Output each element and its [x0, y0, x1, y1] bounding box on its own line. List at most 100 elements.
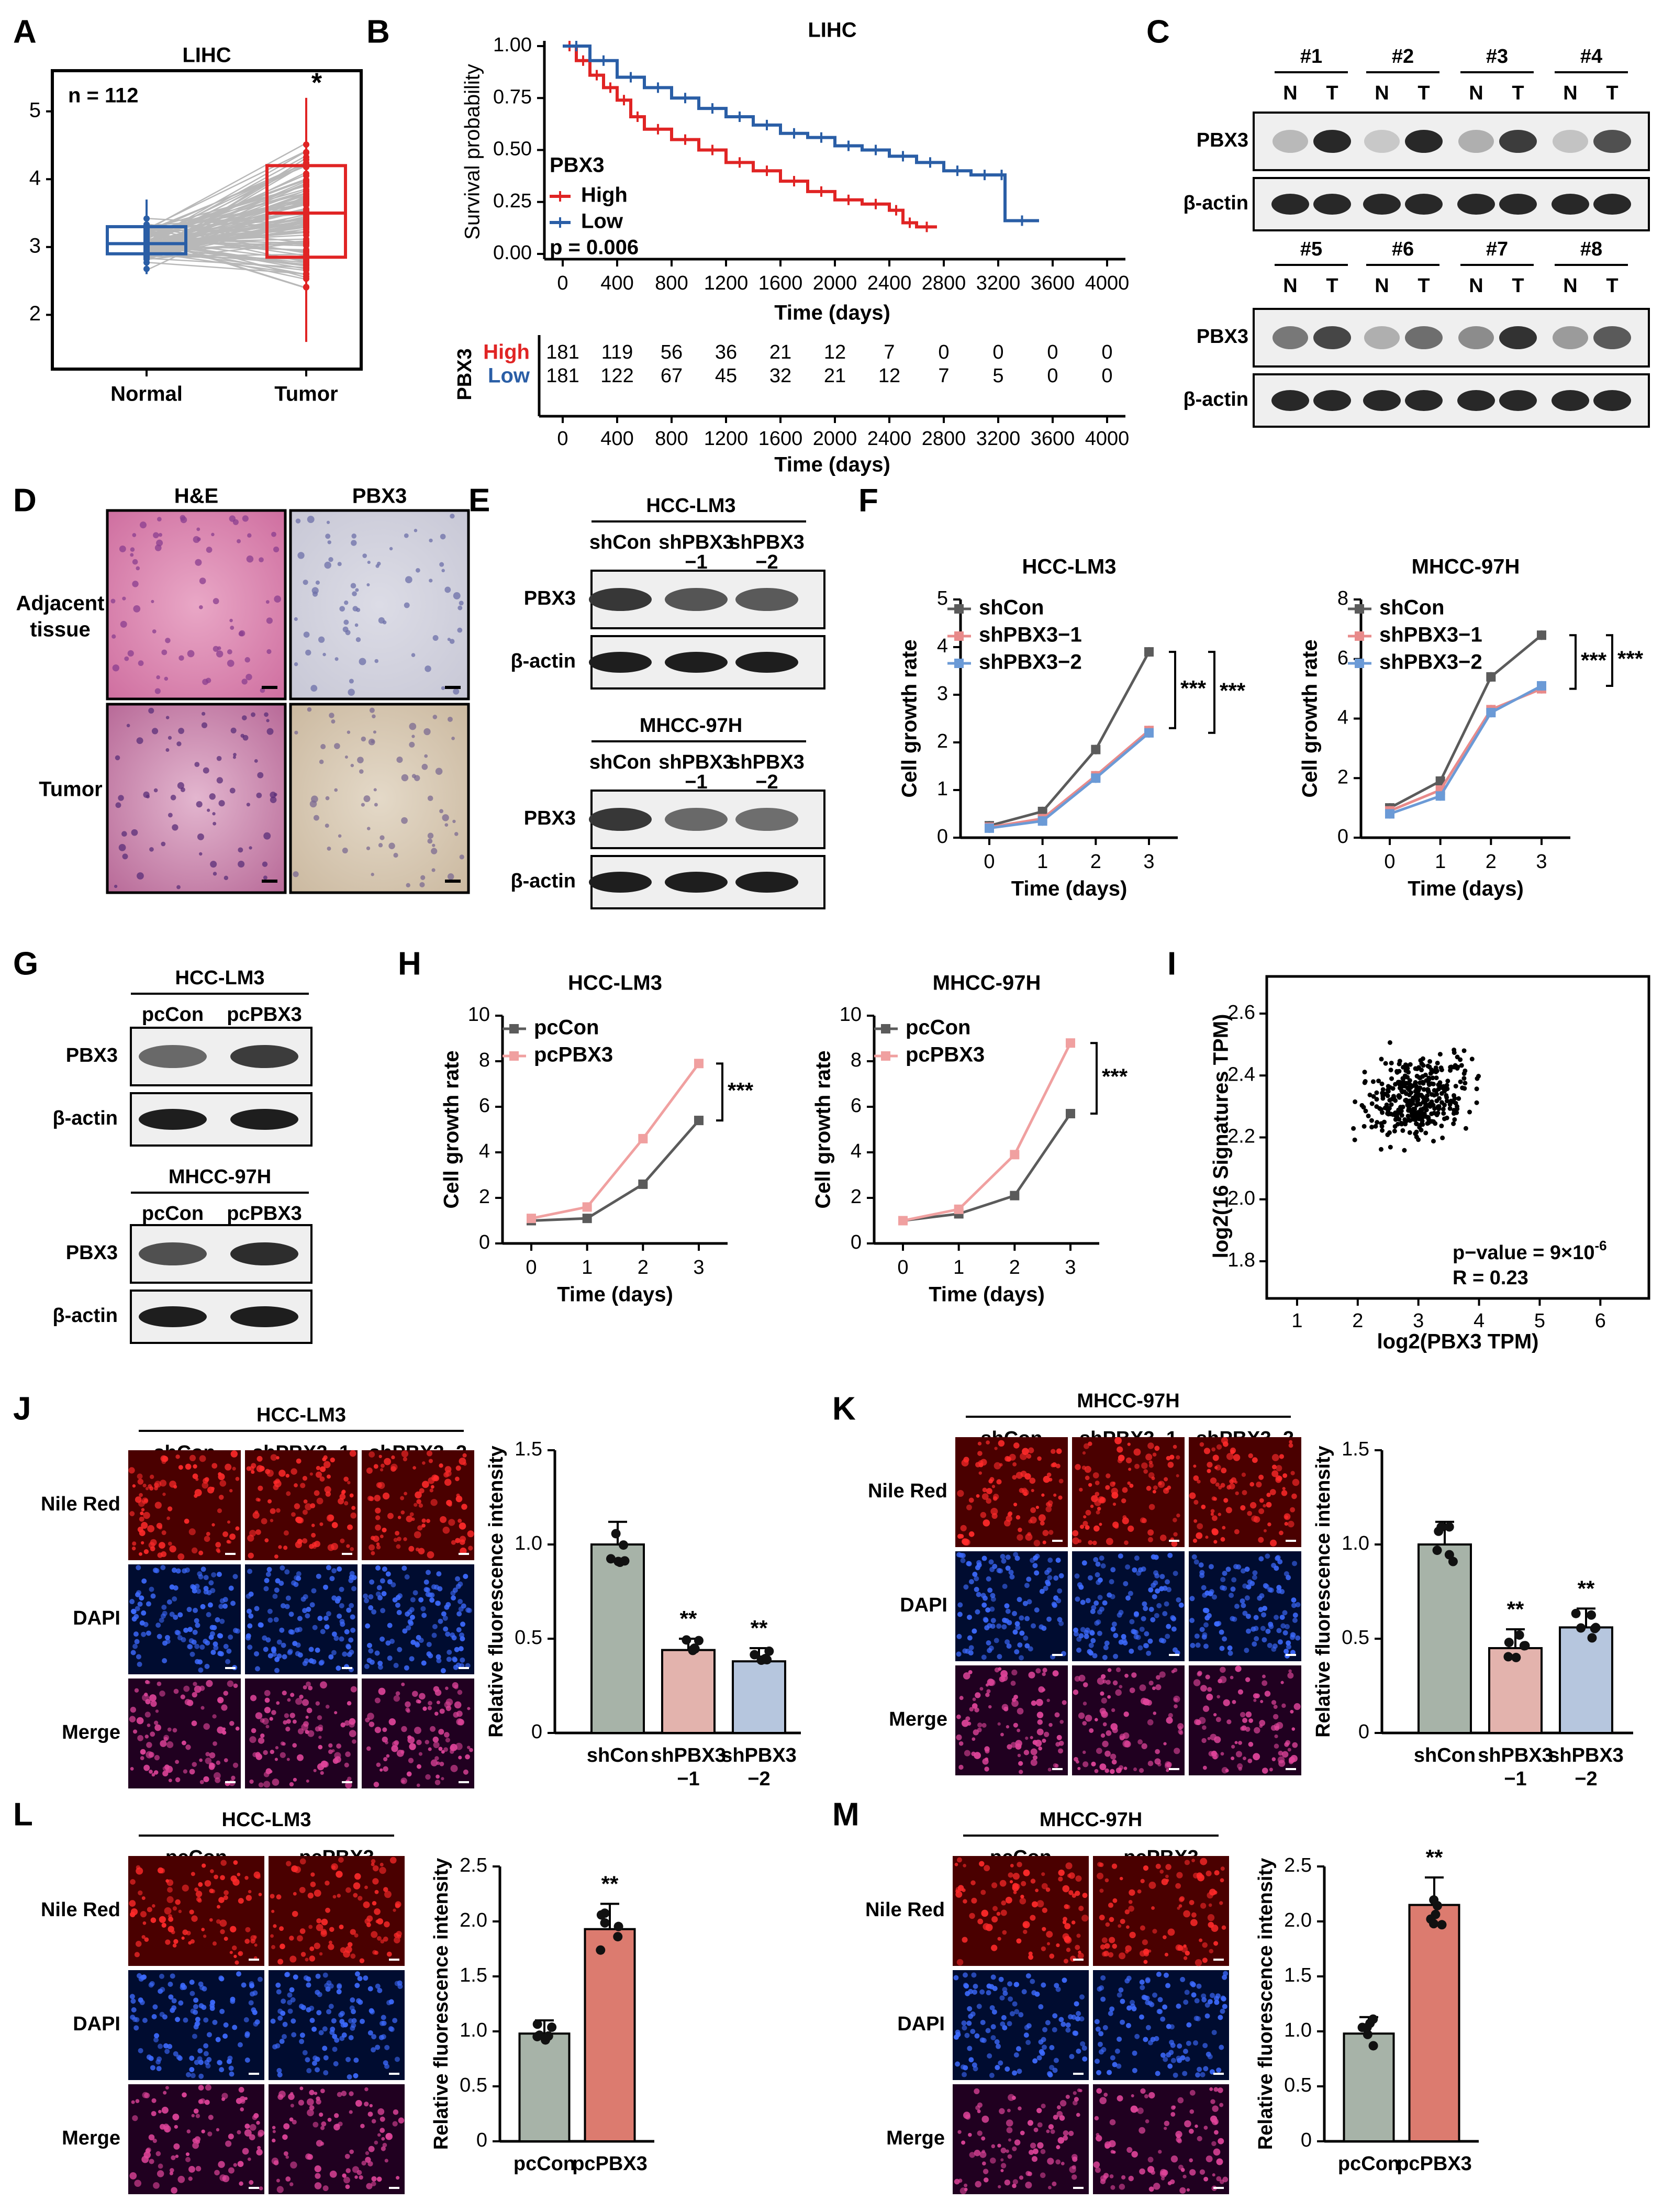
cell-signal [297, 1728, 304, 1735]
cell-signal [242, 2148, 249, 2155]
cell-signal [1091, 1495, 1098, 1503]
cell-signal [1290, 1754, 1298, 1762]
cell-signal [376, 2176, 382, 2182]
km-curve-high [563, 45, 937, 229]
cell-signal [1038, 1514, 1046, 1522]
cell-signal [1103, 2173, 1109, 2178]
cell-signal [302, 1476, 308, 1481]
cell-signal [1041, 1883, 1048, 1889]
cell-signal [380, 1862, 384, 1866]
cell-signal [1114, 1524, 1119, 1529]
cell-signal [276, 1639, 282, 1645]
scatter-point [1388, 1111, 1393, 1117]
legend-label: shCon [1379, 596, 1444, 619]
cell-signal [994, 1638, 999, 1643]
cell-signal [1001, 1900, 1006, 1906]
replicate-point [1514, 1630, 1524, 1640]
band [230, 1045, 298, 1068]
cell-signal [958, 1764, 964, 1770]
series-line [531, 1062, 700, 1220]
cell-signal [347, 1942, 353, 1947]
nucleus [213, 598, 219, 605]
cell-signal [137, 1973, 142, 1978]
nucleus [429, 579, 433, 583]
cell-signal [1075, 1596, 1080, 1602]
cell-signal [953, 1975, 959, 1981]
cell-signal [212, 2019, 218, 2025]
cell-signal [1295, 1635, 1301, 1641]
cell-signal [1092, 1472, 1099, 1479]
cell-signal [161, 1605, 167, 1610]
cell-signal [307, 1893, 314, 1899]
bar-0 [1418, 1543, 1472, 1734]
cell-signal [1283, 1513, 1291, 1520]
nucleus [112, 664, 119, 672]
cell-signal [162, 1492, 166, 1496]
cell-signal [166, 1896, 174, 1903]
cell-signal [340, 1621, 345, 1627]
cell-signal [167, 1887, 173, 1893]
nucleus [118, 843, 126, 851]
scatter-point [1437, 1096, 1442, 1101]
cell-signal [439, 1761, 444, 1766]
cell-signal [212, 1941, 217, 1946]
cell-signal [1040, 2172, 1046, 2178]
nucleus [366, 846, 371, 850]
panel-letter-c: C [1146, 14, 1170, 50]
cell-signal [1270, 1539, 1277, 1547]
cell-signal [182, 2092, 187, 2098]
cell-signal [1148, 1504, 1155, 1510]
cell-signal [1178, 1729, 1183, 1735]
nucleus [165, 748, 170, 752]
cell-signal [1199, 1570, 1205, 1575]
lane-t: T [1606, 275, 1618, 297]
panel-letter-m: M [832, 1796, 860, 1832]
cell-signal [1005, 1565, 1011, 1571]
cell-signal [1213, 2148, 1221, 2156]
cell-signal [1193, 2040, 1199, 2046]
cell-signal [1220, 1866, 1225, 1871]
cell-signal [282, 1654, 287, 1660]
cell-signal [1258, 1556, 1264, 1562]
cell-signal [968, 2132, 972, 2137]
cell-signal [1132, 2050, 1137, 2056]
cell-signal [328, 1654, 334, 1660]
cell-signal [210, 1650, 216, 1655]
cell-signal [150, 1731, 155, 1737]
cell-signal [1169, 2039, 1175, 2045]
cell-signal [157, 1867, 164, 1874]
cell-signal [1103, 1950, 1109, 1957]
cell-signal [1244, 1595, 1250, 1601]
replicate-point [596, 1945, 606, 1955]
cell-signal [1140, 1985, 1145, 1991]
cell-signal [1025, 2171, 1031, 2176]
cell-signal [1223, 1498, 1229, 1503]
cell-signal [1077, 1539, 1082, 1543]
cell-signal [376, 1542, 380, 1546]
cell-signal [1042, 1540, 1046, 1544]
cell-signal [1292, 1561, 1298, 1566]
cell-signal [977, 1918, 984, 1925]
replicate-point [532, 2031, 542, 2041]
cell-signal [1119, 1876, 1123, 1881]
cell-signal [1139, 2014, 1144, 2020]
cell-signal [337, 1613, 342, 1619]
cell-signal [1129, 1648, 1134, 1654]
cell-signal [194, 1643, 200, 1649]
cell-signal [1291, 1597, 1297, 1603]
cell-signal [303, 1685, 307, 1689]
cell-signal [1158, 1638, 1164, 1643]
cell-signal [1002, 1584, 1008, 1589]
replicate-point [1587, 1610, 1597, 1620]
cell-signal [1265, 1628, 1271, 1634]
cell-signal [1133, 1634, 1139, 1640]
cell-signal [1226, 1453, 1234, 1460]
cell-signal [228, 1634, 233, 1640]
cell-signal [1037, 1719, 1043, 1725]
cell-signal [1063, 2135, 1068, 2141]
nucleus [199, 852, 203, 856]
lane-label: shPBX3 [658, 751, 734, 773]
cell-signal [1281, 1490, 1288, 1496]
cell-signal [980, 2019, 986, 2025]
